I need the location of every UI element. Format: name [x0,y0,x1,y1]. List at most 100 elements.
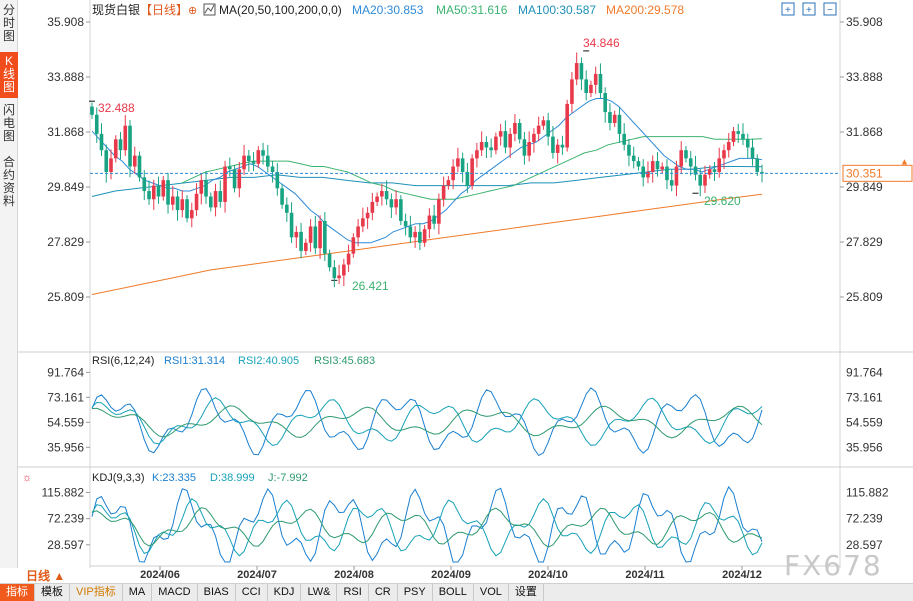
candle-body [589,84,593,94]
ma50-value: MA50:31.616 [436,3,508,17]
indicator-tab-4[interactable]: MACD [152,584,198,601]
tab-flash-label: 闪电图 [3,104,15,143]
candle-body [208,196,213,208]
indicator-tab-11[interactable]: PSY [398,584,433,601]
indicator-tab-9[interactable]: RSI [337,584,369,601]
annotation-high: 34.846 [583,36,620,50]
candle-body [646,171,650,178]
candle-body [432,215,436,224]
indicator-toolbar: 指标 模板 VIP指标 MA MACD BIAS CCI KDJ LW& RSI CR PSY BOLL… [0,583,913,601]
zoom-in-icon[interactable] [802,2,816,16]
candle-body [285,204,289,213]
candle-body [204,180,208,197]
indicator-tab-14[interactable]: 设置 [509,584,544,601]
candle-body [403,220,408,227]
candle-body [565,103,569,148]
candle-body [289,212,294,238]
current-price-value: 30.351 [846,166,883,180]
candle-body [750,147,755,159]
tab-timeshare-label: 分时图 [3,4,15,43]
candle-body [342,264,346,276]
rsi-tick-label-right: 54.559 [846,415,883,429]
rsi1-value: RSI1:31.314 [164,355,225,367]
tab-contract[interactable]: 合约资料 [0,156,18,212]
candle-body [261,150,265,156]
candle-body [137,155,142,178]
kdj-tick-label-right: 115.882 [846,485,889,499]
annotation-low: 26.421 [352,279,389,293]
candle-body [541,120,546,126]
candle-body [712,169,717,172]
ma200-value: MA200:29.578 [606,3,684,17]
crosshair-icon-glyph: + [785,5,791,16]
candle-body [693,166,698,175]
ma-indicator-icon[interactable] [203,3,216,16]
candle-body [612,114,617,123]
tab-char: 料 [3,194,16,208]
zoom-out-icon[interactable] [823,2,837,16]
tab-flash[interactable]: 闪电图 [0,104,18,148]
candle-body [593,73,598,85]
candle-body [251,161,256,164]
candle-body [736,131,741,134]
candle-body [660,166,665,170]
indicator-tab-3[interactable]: MA [123,584,153,601]
period-dropdown-icon: ▲ [53,569,66,583]
candle-body [722,150,726,159]
rsi-tick-label-right: 73.161 [846,390,883,404]
indicator-tab-2[interactable]: VIP指标 [70,584,123,601]
ma20-line [91,98,763,244]
indicator-tab-13[interactable]: VOL [474,584,509,601]
candle-body [631,155,636,162]
indicator-tab-5[interactable]: BIAS [198,584,236,601]
settings-icon[interactable]: ⊕ [188,5,197,17]
indicator-tab-7[interactable]: KDJ [268,584,302,601]
candle-body [175,196,180,211]
tab-char: 约 [3,168,16,182]
price-tick-label-left: 27.829 [47,235,84,249]
candle-body [527,142,531,156]
candle-body [189,210,194,219]
candle-body [361,218,365,227]
kdj-k-line [91,498,763,557]
candle-body [418,231,422,243]
candle-body [346,253,351,265]
kdj-settings-icon[interactable]: ☼ [22,472,32,484]
candle-body [128,125,132,167]
indicator-tab-6[interactable]: CCI [236,584,268,601]
candle-body [617,114,622,134]
candle-body [674,166,679,186]
indicator-tab-1[interactable]: 模板 [35,584,70,601]
rsi2-value: RSI2:40.905 [238,355,299,367]
period-selector[interactable]: 日线 ▲ [26,567,65,584]
indicator-tab-0[interactable]: 指标 [0,584,35,601]
crosshair-icon[interactable] [781,2,795,16]
candle-body [308,226,313,243]
symbol-name: 现货白银 [92,2,140,17]
candle-body [560,144,565,148]
rsi-tick-label-right: 35.956 [846,440,883,454]
candle-body [655,161,660,170]
x-tick-label: 2024/11 [625,569,664,581]
candle-body [247,155,251,162]
indicator-tab-12[interactable]: BOLL [433,584,474,601]
candle-body [437,199,441,224]
indicator-tab-8[interactable]: LW& [301,584,338,601]
candle-body [570,79,574,104]
candle-body [636,161,641,167]
candle-body [536,125,541,134]
candle-body [380,191,384,197]
price-tick-label-right: 25.809 [846,290,883,304]
rsi3-line [91,405,763,439]
candle-body [280,188,284,205]
indicator-tab-10[interactable]: CR [369,584,398,601]
candle-body [337,275,341,279]
x-tick-label: 2024/08 [334,569,374,581]
candle-body [237,169,242,189]
tab-timeshare[interactable]: 分时图 [0,4,18,44]
candle-body [356,226,360,238]
